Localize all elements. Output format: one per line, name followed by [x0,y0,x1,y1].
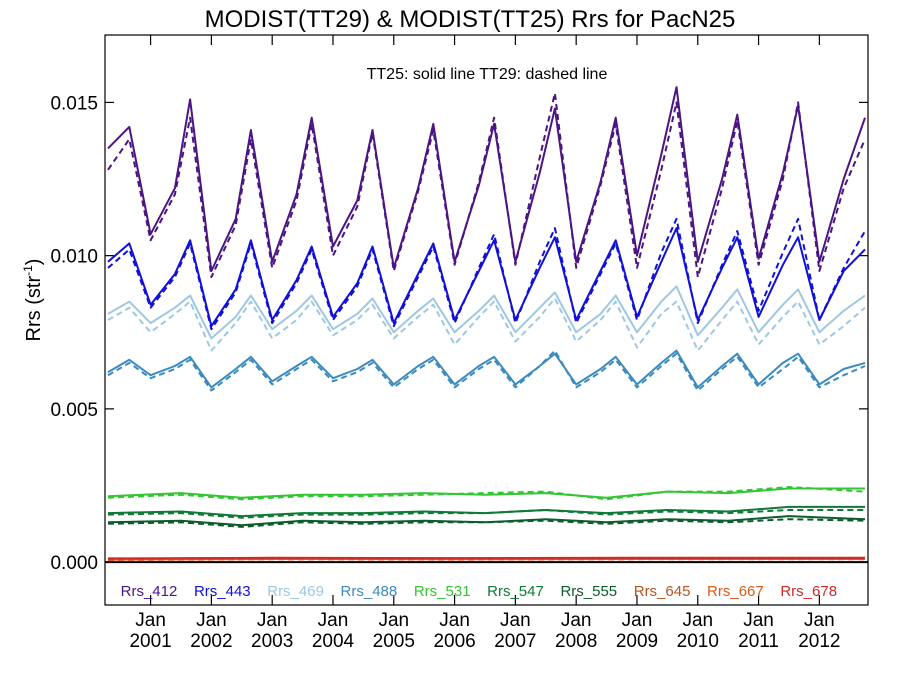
x-tick-month-label: Jan [622,610,653,631]
series-rrs-678 [107,556,865,560]
rrs-443-tt29-line [107,217,866,331]
y-axis-label-superscript: -1 [21,265,35,276]
x-tick-month-label: Jan [378,610,409,631]
x-tick-month-label: Jan [196,610,227,631]
legend-entry-rrs-443: Rrs_443 [194,583,251,600]
legend-entry-rrs-645: Rrs_645 [634,583,691,600]
legend-entry-rrs-667: Rrs_667 [707,583,764,600]
series-rrs-488 [107,349,866,392]
legend-entry-rrs-547: Rrs_547 [487,583,544,600]
rrs-678-tt25-line [107,556,865,560]
rrs-469-tt29-line [107,297,866,352]
axis-ticks: 0.0000.0050.0100.015Jan2001Jan2002Jan200… [50,35,868,652]
y-axis-label-text: Rrs (str [23,276,45,342]
x-tick-year-label: 2009 [616,631,658,652]
x-tick-year-label: 2006 [433,631,475,652]
legend-entry-rrs-531: Rrs_531 [414,583,471,600]
x-tick-year-label: 2011 [738,631,779,652]
rrs-412-tt29-line [107,92,866,279]
chart-title: MODIST(TT29) & MODIST(TT25) Rrs for PacN… [205,6,736,33]
series-rrs-469 [107,285,866,352]
x-tick-year-label: 2003 [251,631,293,652]
x-tick-month-label: Jan [500,610,531,631]
x-tick-year-label: 2010 [677,631,719,652]
legend-entry-rrs-412: Rrs_412 [121,583,178,600]
x-tick-year-label: 2007 [494,631,536,652]
y-axis-label: Rrs (str-1) [21,259,45,342]
y-tick-label: 0.000 [50,553,98,574]
rrs-443-tt25-line [107,227,866,328]
legend-entry-rrs-469: Rrs_469 [267,583,324,600]
legend: Rrs_412 Rrs_443 Rrs_469 Rrs_488 Rrs_531 Rrs_5… [121,583,837,600]
series-rrs-412 [107,86,866,279]
rrs-488-tt25-line [107,349,866,389]
x-tick-month-label: Jan [318,610,349,631]
y-tick-label: 0.005 [50,400,98,421]
x-tick-year-label: 2008 [555,631,597,652]
legend-entry-rrs-488: Rrs_488 [341,583,398,600]
series-rrs-531 [107,486,866,501]
rrs-469-tt25-line [107,285,866,340]
x-tick-year-label: 2001 [129,631,171,652]
rrs-488-tt29-line [107,349,866,392]
x-tick-month-label: Jan [135,610,166,631]
x-tick-month-label: Jan [561,610,592,631]
rrs-547-tt29-line [107,509,865,519]
x-tick-month-label: Jan [257,610,288,631]
rrs-412-tt25-line [107,86,866,272]
series-rrs-443 [107,217,866,331]
x-tick-month-label: Jan [682,610,713,631]
x-tick-month-label: Jan [439,610,470,631]
series-rrs-555 [107,515,866,528]
rrs-531-tt25-line [107,487,865,499]
legend-entry-rrs-555: Rrs_555 [560,583,617,600]
rrs-547-tt25-line [107,505,865,518]
x-tick-year-label: 2002 [190,631,232,652]
rrs-555-tt29-line [107,518,866,528]
x-tick-year-label: 2012 [798,631,840,652]
legend-entry-rrs-678: Rrs_678 [780,583,837,600]
series-lines [107,86,866,561]
x-tick-year-label: 2005 [373,631,415,652]
x-tick-month-label: Jan [743,610,774,631]
y-tick-label: 0.010 [50,247,98,268]
x-tick-year-label: 2004 [312,631,355,652]
svg-text:Rrs (str-1): Rrs (str-1) [21,259,45,342]
x-tick-month-label: Jan [804,610,835,631]
y-tick-label: 0.015 [50,93,98,114]
plot-frame [104,34,869,606]
line-style-note: TT25: solid line TT29: dashed line [367,66,608,83]
rrs-531-tt29-line [107,486,866,501]
series-rrs-547 [107,505,865,519]
rrs-555-tt25-line [107,515,866,527]
